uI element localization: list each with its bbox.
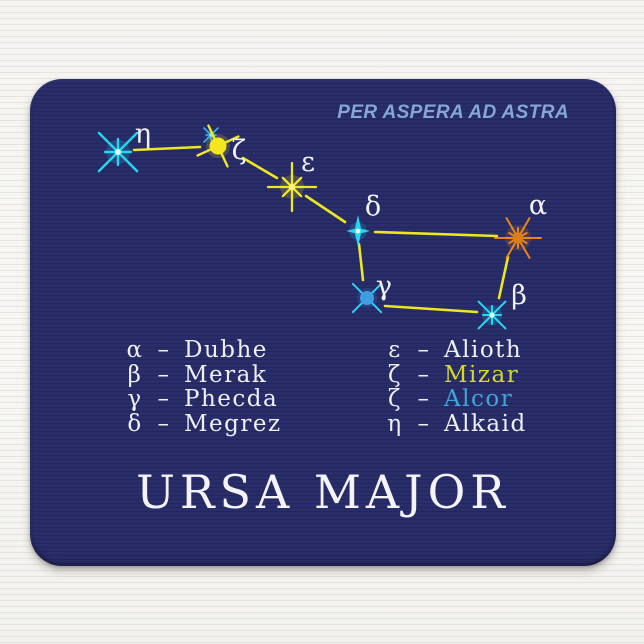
legend-star-name: Megrez bbox=[184, 410, 282, 437]
legend-item: η – Alkaid bbox=[382, 412, 527, 437]
constellation-segment bbox=[132, 145, 202, 152]
legend-item: ζ – Mizar bbox=[382, 361, 527, 388]
legend-greek-letter: η bbox=[387, 410, 403, 437]
constellation-diagram: η ζ ε δ α γ β bbox=[97, 119, 547, 330]
legend-dash: – bbox=[157, 361, 171, 388]
constellation-segment bbox=[357, 242, 365, 282]
legend-greek-letter: ζ bbox=[388, 361, 402, 388]
constellation-lines bbox=[132, 145, 510, 314]
legend-dash: – bbox=[417, 337, 431, 363]
legend-star-name: Phecda bbox=[184, 386, 279, 413]
star-greek-label: ε bbox=[301, 147, 315, 178]
star-greek-label: γ bbox=[376, 271, 392, 302]
star-greek-label: β bbox=[511, 280, 527, 311]
star-greek-label: η bbox=[135, 119, 151, 150]
constellation-segment bbox=[241, 156, 279, 180]
legend-dash: – bbox=[417, 361, 431, 388]
constellation-title: URSA MAJOR bbox=[136, 465, 510, 519]
star-alioth-epsilon: ε bbox=[266, 147, 318, 213]
legend-dash: – bbox=[157, 410, 171, 437]
constellation-segment bbox=[383, 304, 479, 314]
legend-greek-letter: δ bbox=[127, 410, 143, 437]
legend-item: ε – Alioth bbox=[382, 338, 527, 363]
legend-dash: – bbox=[417, 410, 431, 437]
star-merak-beta: β bbox=[477, 280, 527, 330]
legend-item: α – Dubhe bbox=[122, 338, 282, 363]
star-greek-label: α bbox=[529, 190, 547, 221]
star-megrez-delta: δ bbox=[346, 191, 381, 247]
legend-star-name: Merak bbox=[184, 361, 268, 388]
legend-greek-letter: β bbox=[127, 361, 143, 388]
legend-greek-letter: ε bbox=[388, 337, 402, 363]
constellation-segment bbox=[497, 255, 510, 300]
constellation-stars: η ζ ε δ α γ β bbox=[97, 119, 547, 330]
legend-item: β – Merak bbox=[122, 361, 282, 388]
legend-left-column: α – Dubhe β – Merak γ – Phecda δ – M bbox=[122, 338, 282, 436]
constellation-segment bbox=[304, 194, 347, 224]
legend-star-name: Dubhe bbox=[184, 337, 268, 363]
legend-star-name: Alkaid bbox=[444, 410, 527, 437]
legend-greek-letter: α bbox=[126, 337, 144, 363]
legend-dash: – bbox=[157, 337, 171, 363]
legend-star-name: Mizar bbox=[444, 361, 520, 388]
legend-item: ζ – Alcor bbox=[382, 387, 527, 412]
legend-greek-letter: ζ bbox=[388, 386, 402, 413]
constellation-segment bbox=[373, 230, 499, 238]
legend-dash: – bbox=[157, 386, 171, 413]
motto-text: PER ASPERA AD ASTRA bbox=[337, 102, 569, 123]
legend-star-name: Alioth bbox=[444, 337, 523, 363]
star-alkaid-eta: η bbox=[97, 119, 151, 173]
legend-item: γ – Phecda bbox=[122, 387, 282, 412]
legend-star-name: Alcor bbox=[444, 386, 514, 413]
legend-dash: – bbox=[417, 386, 431, 413]
star-dubhe-alpha: α bbox=[494, 190, 547, 259]
star-mizar-zeta: ζ bbox=[196, 124, 247, 168]
star-greek-label: δ bbox=[365, 191, 381, 222]
star-greek-label: ζ bbox=[232, 135, 247, 166]
legend-greek-letter: γ bbox=[127, 386, 143, 413]
legend-item: δ – Megrez bbox=[122, 412, 282, 437]
star-phecda-gamma: γ bbox=[351, 271, 392, 314]
legend-right-column: ε – Alioth ζ – Mizar ζ – Alcor η – A bbox=[382, 338, 527, 436]
